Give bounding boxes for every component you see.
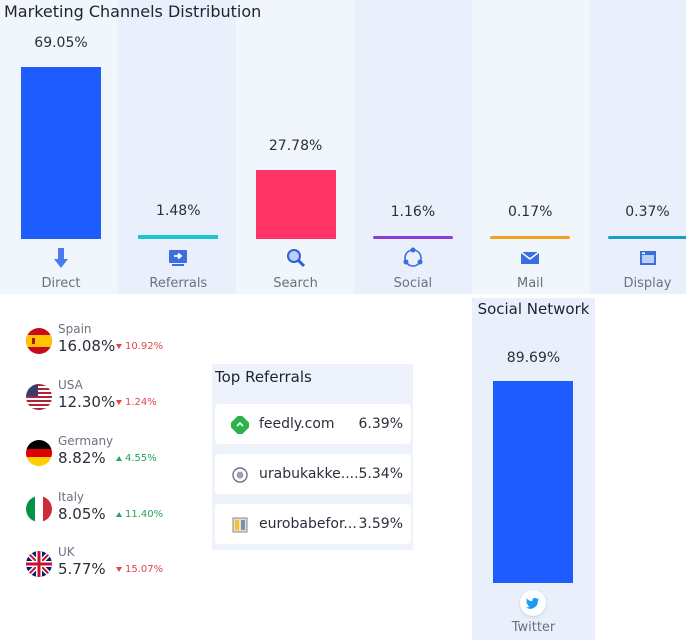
arrow-up-icon [116, 511, 122, 517]
germany-flag-icon [26, 440, 52, 466]
country-share: 8.82% [58, 449, 106, 467]
arrow-up-icon [116, 455, 122, 461]
referral-icon [166, 246, 190, 270]
referral-share: 5.34% [358, 466, 403, 482]
bar-referrals[interactable] [138, 235, 219, 239]
bar-display[interactable] [607, 236, 686, 239]
country-name: Germany [58, 434, 114, 448]
value-label-referrals: 1.48% [156, 203, 201, 220]
referral-name: feedly.com [259, 416, 335, 432]
country-change: 15.07% [116, 564, 163, 575]
top-referrals-title: Top Referrals [215, 368, 312, 386]
category-label-referrals[interactable]: Referrals [149, 276, 208, 291]
category-label-search[interactable]: Search [273, 276, 318, 291]
country-name: USA [58, 378, 83, 392]
referral-row-eurobabe[interactable]: eurobabefor... 3.59% [215, 504, 411, 544]
bar-mail[interactable] [490, 236, 571, 239]
twitter-icon[interactable] [520, 590, 546, 616]
country-share: 5.77% [58, 560, 106, 578]
country-change: 1.24% [116, 397, 157, 408]
social-network-panel: Social Network 89.69% Twitter [472, 298, 595, 640]
country-change: 11.40% [116, 509, 163, 520]
referral-share: 3.59% [358, 516, 403, 532]
country-name: UK [58, 545, 75, 559]
arrow-down-icon [116, 566, 122, 572]
usa-flag-icon [26, 384, 52, 410]
feedly-icon [229, 414, 251, 436]
category-label-social[interactable]: Social [393, 276, 433, 291]
value-label-mail: 0.17% [507, 204, 553, 220]
country-change: 4.55% [116, 453, 157, 464]
referral-name: urabukakke.... [259, 466, 359, 482]
marketing-channels-title: Marketing Channels Distribution [4, 2, 262, 21]
site-icon [231, 516, 249, 534]
category-label-mail[interactable]: Mail [516, 276, 544, 291]
bar-social[interactable] [372, 236, 453, 239]
arrow-down-icon [116, 399, 122, 405]
twitter-value-label: 89.69% [506, 350, 561, 366]
country-change: 10.92% [116, 341, 163, 352]
marketing-channels-panel: Marketing Channels Distribution 69.05% Di… [0, 0, 686, 294]
uk-flag-icon [26, 551, 52, 577]
country-name: Italy [58, 490, 85, 504]
social-icon [401, 246, 425, 270]
arrow-down-icon [116, 343, 122, 349]
spain-flag-icon [26, 328, 52, 354]
search-icon [284, 246, 308, 270]
category-label-display[interactable]: Display [623, 276, 672, 291]
country-item-germany[interactable]: Germany 8.82% 4.55% [26, 434, 206, 480]
globe-icon [231, 466, 249, 484]
country-name: Spain [58, 322, 92, 336]
mail-icon [518, 246, 542, 270]
country-share: 12.30% [58, 393, 116, 411]
country-item-uk[interactable]: UK 5.77% 15.07% [26, 545, 206, 591]
value-label-display: 0.37% [625, 204, 670, 220]
twitter-label: Twitter [511, 620, 556, 635]
value-label-search: 27.78% [268, 137, 323, 154]
country-item-spain[interactable]: Spain 16.08% 10.92% [26, 322, 206, 368]
value-label-social: 1.16% [390, 204, 436, 220]
referral-name: eurobabefor... [259, 516, 357, 532]
value-label-direct: 69.05% [34, 35, 88, 51]
referral-share: 6.39% [358, 416, 403, 432]
top-referrals-panel: Top Referrals feedly.com 6.39% urabukakk… [212, 364, 413, 550]
twitter-bar[interactable] [493, 381, 573, 583]
referral-row-urabukakke[interactable]: urabukakke.... 5.34% [215, 454, 411, 494]
bar-search[interactable] [255, 169, 336, 239]
social-network-title: Social Network [477, 300, 590, 318]
country-share: 8.05% [58, 505, 106, 523]
category-label-direct[interactable]: Direct [41, 276, 81, 291]
referral-row-feedly[interactable]: feedly.com 6.39% [215, 404, 411, 444]
country-share: 16.08% [58, 337, 116, 355]
italy-flag-icon [26, 496, 52, 522]
display-icon [636, 246, 660, 270]
country-item-usa[interactable]: USA 12.30% 1.24% [26, 378, 206, 424]
country-item-italy[interactable]: Italy 8.05% 11.40% [26, 490, 206, 536]
bar-direct[interactable] [21, 67, 101, 239]
arrow-down-icon [49, 246, 73, 270]
